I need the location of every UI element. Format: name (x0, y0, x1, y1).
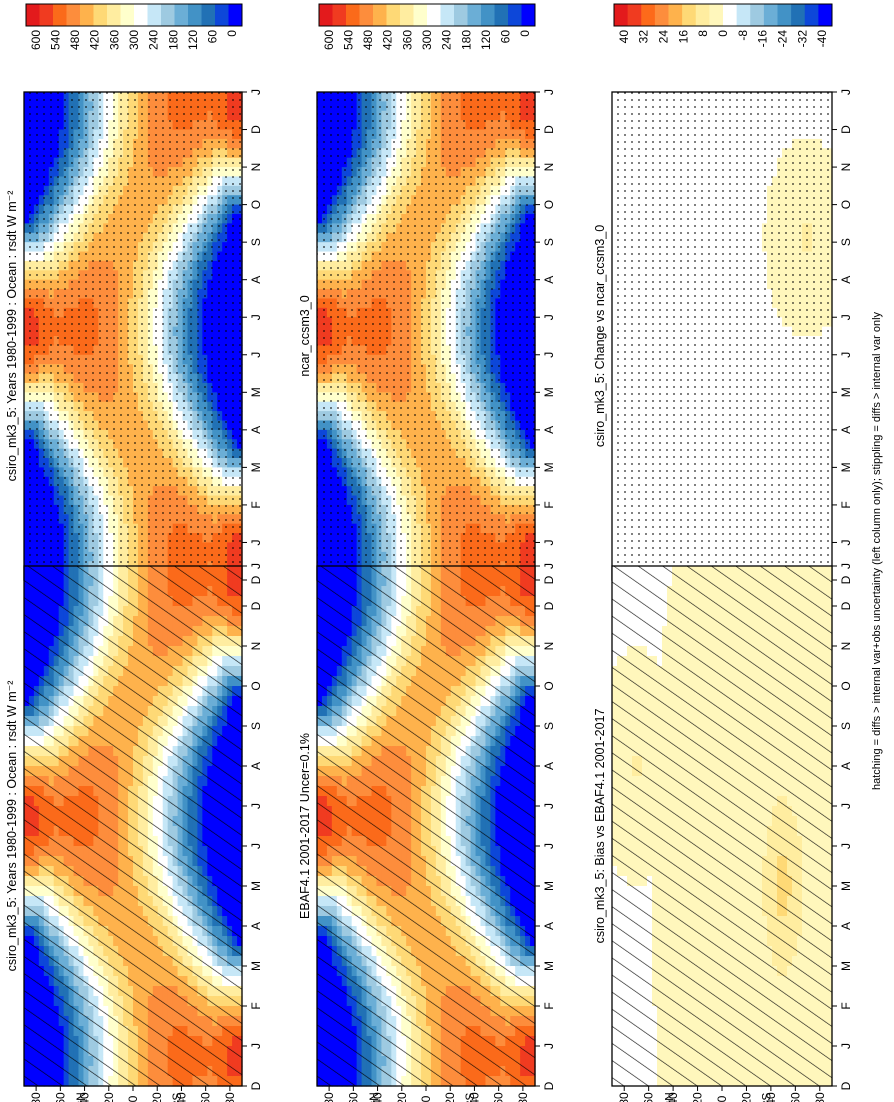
stippling-overlay (317, 92, 535, 580)
panels-group: DJFMAMJJASONDJ80604020020406080°N°Scsiro… (5, 3, 853, 1102)
colorbar-tick-label: 600 (322, 30, 336, 50)
panel-title: csiro_mk3_5: Years 1980-1999 : Ocean : r… (5, 191, 19, 482)
x-tick-label: S (542, 238, 556, 246)
x-tick-label: D (249, 575, 263, 584)
colorbar-tick-label: 420 (88, 30, 102, 50)
x-tick-label: M (249, 387, 263, 397)
colorbar-tick-label: 480 (361, 30, 375, 50)
x-tick-label: D (249, 125, 263, 134)
colorbar-tick-label: 540 (48, 30, 62, 50)
colorbar-swatch (359, 4, 374, 26)
x-tick-label: J (249, 89, 263, 95)
colorbar-swatch (521, 4, 536, 26)
x-tick-label: S (249, 238, 263, 246)
colorbar-swatch (174, 4, 189, 26)
colorbar-swatch (188, 4, 202, 26)
colorbar-tick-label: 360 (107, 30, 121, 50)
colorbar-tick-label: 540 (341, 30, 355, 50)
colorbar-swatch (215, 4, 229, 26)
colorbar-tick-label: 0 (225, 30, 239, 37)
colorbar-tick-label: 300 (420, 30, 434, 50)
colorbar-swatch (454, 4, 468, 26)
colorbar-tick-label: 60 (206, 30, 220, 44)
x-tick-label: J (542, 539, 556, 545)
colorbar-swatch (201, 4, 216, 26)
x-tick-label: M (249, 462, 263, 472)
colorbar-swatch (80, 4, 94, 26)
colorbar-tick-label: 0 (518, 30, 532, 37)
colorbar-swatch (66, 4, 81, 26)
colorbar-frame (25, 3, 243, 27)
colorbar-tick-label: 360 (400, 30, 414, 50)
x-tick-label: J (249, 352, 263, 358)
x-tick-label: O (249, 200, 263, 209)
x-tick-label: D (542, 125, 556, 134)
colorbar-swatch (53, 4, 67, 26)
colorbar-tick-label: 120 (186, 30, 200, 50)
stippling-overlay (24, 92, 242, 580)
panel-2: DJFMAMJJASONDJ80604020020406080°N°Sncar_… (298, 3, 556, 600)
x-tick-label: A (542, 276, 556, 284)
colorbar-swatch (120, 4, 135, 26)
colorbar-swatch (161, 4, 175, 26)
colorbar-swatch (147, 4, 162, 26)
colorbar-swatch (413, 4, 428, 26)
colorbar-tick-label: 420 (381, 30, 395, 50)
x-tick-label: A (542, 426, 556, 434)
colorbar-tick-label: 180 (166, 30, 180, 50)
x-tick-label: A (249, 276, 263, 284)
colorbar-swatch (93, 4, 108, 26)
colorbar-swatch (440, 4, 455, 26)
x-tick-label: A (249, 426, 263, 434)
panel-1: DJFMAMJJASONDJ80604020020406080°N°Scsiro… (5, 3, 263, 600)
colorbar-swatch (508, 4, 522, 26)
colorbar-swatch (319, 4, 333, 26)
colorbar-tick-label: 120 (479, 30, 493, 50)
colorbar-swatch (427, 4, 441, 26)
x-tick-label: J (542, 89, 556, 95)
colorbar-tick-label: 240 (147, 30, 161, 50)
colorbar-swatch (134, 4, 148, 26)
x-tick-label: D (542, 575, 556, 584)
colorbar-swatch (481, 4, 495, 26)
colorbar-tick-label: 480 (68, 30, 82, 50)
x-tick-label: J (249, 314, 263, 320)
colorbar-tick-label: 300 (127, 30, 141, 50)
colorbar-swatch (26, 4, 40, 26)
x-tick-label: N (249, 163, 263, 172)
footnote: hatching = diffs > internal var+obs unce… (871, 311, 883, 790)
panel-title: ncar_ccsm3_0 (298, 295, 312, 376)
colorbar-tick-label: 60 (499, 30, 513, 44)
colorbar-tick-label: 180 (459, 30, 473, 50)
colorbar-swatch (494, 4, 509, 26)
x-tick-label: J (542, 314, 556, 320)
colorbar-frame (318, 3, 536, 27)
colorbar-tick-label: 600 (29, 30, 43, 50)
x-tick-label: F (542, 501, 556, 508)
colorbar-swatch (332, 4, 347, 26)
x-tick-label: J (249, 539, 263, 545)
colorbar-swatch (467, 4, 482, 26)
colorbar: 600 540 480 420 360 300 240 180 120 60 0 (25, 3, 243, 50)
colorbar-tick-label: 240 (440, 30, 454, 50)
colorbar-swatch (228, 4, 243, 26)
x-tick-label: N (542, 163, 556, 172)
x-tick-label: J (542, 352, 556, 358)
x-tick-label: M (542, 387, 556, 397)
x-tick-label: M (542, 462, 556, 472)
x-tick-label: F (249, 501, 263, 508)
colorbar-swatch (400, 4, 414, 26)
colorbar: 600 540 480 420 360 300 240 180 120 60 0 (318, 3, 536, 50)
colorbar-swatch (39, 4, 54, 26)
colorbar-swatch (107, 4, 121, 26)
panel-3: DJFMAMJJASONDJ80604020020406080°N°Scsiro… (593, 3, 853, 600)
x-tick-label: O (542, 200, 556, 209)
colorbar-swatch (386, 4, 401, 26)
colorbar-swatch (346, 4, 360, 26)
colorbar-swatch (373, 4, 387, 26)
